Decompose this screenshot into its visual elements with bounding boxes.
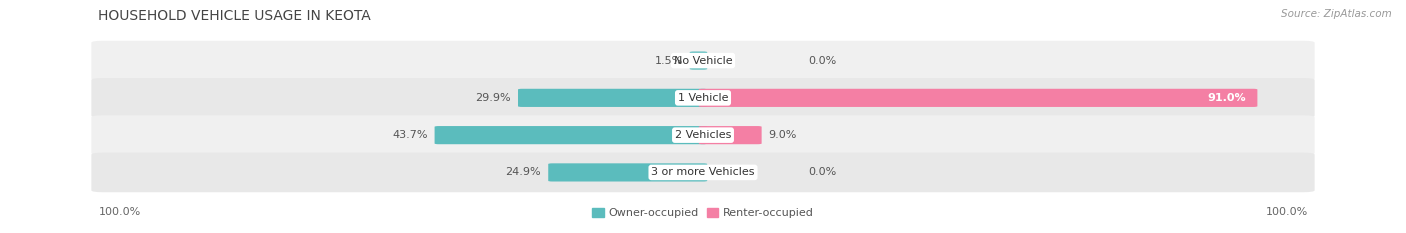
FancyBboxPatch shape: [548, 163, 707, 182]
Text: 3 or more Vehicles: 3 or more Vehicles: [651, 168, 755, 177]
FancyBboxPatch shape: [690, 51, 707, 70]
Text: 100.0%: 100.0%: [98, 207, 141, 217]
FancyBboxPatch shape: [434, 126, 707, 144]
FancyBboxPatch shape: [91, 78, 1315, 118]
Text: No Vehicle: No Vehicle: [673, 56, 733, 65]
Text: 24.9%: 24.9%: [506, 168, 541, 177]
Text: 100.0%: 100.0%: [1265, 207, 1308, 217]
Text: 2 Vehicles: 2 Vehicles: [675, 130, 731, 140]
Text: 1 Vehicle: 1 Vehicle: [678, 93, 728, 103]
Text: 43.7%: 43.7%: [392, 130, 427, 140]
Text: Source: ZipAtlas.com: Source: ZipAtlas.com: [1281, 9, 1392, 19]
FancyBboxPatch shape: [91, 41, 1315, 80]
Legend: Owner-occupied, Renter-occupied: Owner-occupied, Renter-occupied: [588, 204, 818, 223]
Text: 29.9%: 29.9%: [475, 93, 510, 103]
Text: 9.0%: 9.0%: [769, 130, 797, 140]
Text: HOUSEHOLD VEHICLE USAGE IN KEOTA: HOUSEHOLD VEHICLE USAGE IN KEOTA: [98, 9, 371, 23]
Text: 91.0%: 91.0%: [1208, 93, 1246, 103]
FancyBboxPatch shape: [517, 89, 707, 107]
FancyBboxPatch shape: [699, 89, 1257, 107]
FancyBboxPatch shape: [699, 126, 762, 144]
FancyBboxPatch shape: [91, 115, 1315, 155]
FancyBboxPatch shape: [91, 153, 1315, 192]
Text: 0.0%: 0.0%: [808, 56, 837, 65]
Text: 0.0%: 0.0%: [808, 168, 837, 177]
Text: 1.5%: 1.5%: [654, 56, 683, 65]
